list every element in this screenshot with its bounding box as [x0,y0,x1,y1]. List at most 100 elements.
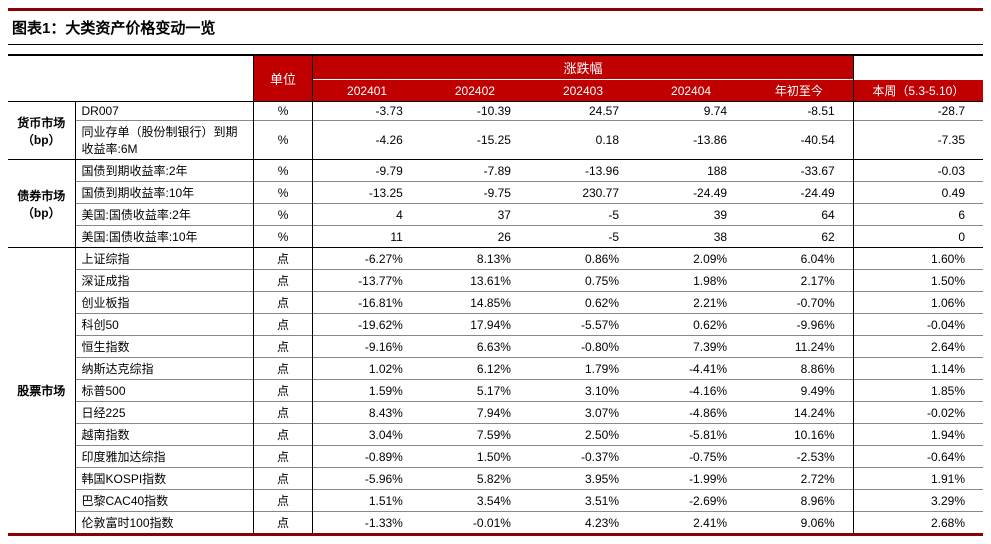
table-row: 货币市场（bp）DR007%-3.73-10.3924.579.74-8.51-… [8,102,983,121]
data-cell: -9.16% [313,336,421,358]
row-label: 韩国KOSPI指数 [75,468,253,490]
data-cell: -4.16% [637,380,745,402]
data-cell: -5.57% [529,314,637,336]
row-unit: % [253,160,312,182]
row-label: 国债到期收益率:10年 [75,182,253,204]
header-row-2: 202401 202402 202403 202404 年初至今 本周（5.3-… [8,80,983,102]
data-cell: 188 [637,160,745,182]
row-unit: % [253,102,312,121]
row-unit: % [253,121,312,160]
row-label: 伦敦富时100指数 [75,512,253,534]
col-week-header: 本周（5.3-5.10） [853,80,983,102]
row-unit: 点 [253,424,312,446]
data-cell: -24.49 [637,182,745,204]
data-cell: 2.68% [853,512,983,534]
data-cell: 8.43% [313,402,421,424]
data-cell: 0.62% [529,292,637,314]
data-cell: 6 [853,204,983,226]
data-cell: 1.06% [853,292,983,314]
data-cell: -28.7 [853,102,983,121]
data-cell: 11.24% [745,336,853,358]
table-row: 伦敦富时100指数点-1.33%-0.01%4.23%2.41%9.06%2.6… [8,512,983,534]
table-row: 深证成指点-13.77%13.61%0.75%1.98%2.17%1.50% [8,270,983,292]
data-cell: -3.73 [313,102,421,121]
row-label: 越南指数 [75,424,253,446]
row-label: 创业板指 [75,292,253,314]
data-cell: 64 [745,204,853,226]
row-unit: 点 [253,446,312,468]
data-cell: -6.27% [313,248,421,270]
data-cell: -9.75 [421,182,529,204]
data-cell: 1.79% [529,358,637,380]
row-label: 巴黎CAC40指数 [75,490,253,512]
data-cell: 3.95% [529,468,637,490]
table-row: 创业板指点-16.81%14.85%0.62%2.21%-0.70%1.06% [8,292,983,314]
table-row: 同业存单（股份制银行）到期收益率:6M%-4.26-15.250.18-13.8… [8,121,983,160]
row-unit: 点 [253,468,312,490]
row-unit: 点 [253,512,312,534]
data-cell: 1.85% [853,380,983,402]
row-label: 美国:国债收益率:10年 [75,226,253,248]
table-row: 韩国KOSPI指数点-5.96%5.82%3.95%-1.99%2.72%1.9… [8,468,983,490]
data-cell: 1.91% [853,468,983,490]
data-cell: -7.35 [853,121,983,160]
data-cell: 2.72% [745,468,853,490]
row-unit: % [253,226,312,248]
row-unit: % [253,204,312,226]
row-unit: % [253,182,312,204]
data-cell: -5.81% [637,424,745,446]
table-row: 标普500点1.59%5.17%3.10%-4.16%9.49%1.85% [8,380,983,402]
data-cell: 3.29% [853,490,983,512]
data-cell: 3.54% [421,490,529,512]
data-cell: -5 [529,226,637,248]
col-period-3: 202404 [637,80,745,102]
data-cell: -0.80% [529,336,637,358]
data-cell: 39 [637,204,745,226]
col-change-header: 涨跌幅 [313,55,853,80]
data-cell: 5.17% [421,380,529,402]
table-row: 美国:国债收益率:2年%437-539646 [8,204,983,226]
table-row: 国债到期收益率:10年%-13.25-9.75230.77-24.49-24.4… [8,182,983,204]
data-cell: 2.41% [637,512,745,534]
chart-panel: 图表1：大类资产价格变动一览 单位 涨跌幅 [8,8,983,536]
data-cell: 3.51% [529,490,637,512]
table-row: 纳斯达克综指点1.02%6.12%1.79%-4.41%8.86%1.14% [8,358,983,380]
row-label: 同业存单（股份制银行）到期收益率:6M [75,121,253,160]
data-cell: -0.03 [853,160,983,182]
row-unit: 点 [253,314,312,336]
col-unit-header: 单位 [253,55,312,102]
row-unit: 点 [253,292,312,314]
data-cell: -0.64% [853,446,983,468]
data-cell: -0.75% [637,446,745,468]
data-cell: -0.70% [745,292,853,314]
chart-title: 图表1：大类资产价格变动一览 [12,20,215,37]
data-cell: -1.99% [637,468,745,490]
data-cell: 230.77 [529,182,637,204]
data-cell: 1.51% [313,490,421,512]
data-cell: 0.62% [637,314,745,336]
data-cell: 10.16% [745,424,853,446]
row-label: 印度雅加达综指 [75,446,253,468]
table-row: 债券市场（bp）国债到期收益率:2年%-9.79-7.89-13.96188-3… [8,160,983,182]
row-unit: 点 [253,336,312,358]
row-label: 科创50 [75,314,253,336]
table-row: 印度雅加达综指点-0.89%1.50%-0.37%-0.75%-2.53%-0.… [8,446,983,468]
data-cell: -9.79 [313,160,421,182]
data-cell: -4.86% [637,402,745,424]
data-cell: -0.04% [853,314,983,336]
data-cell: -13.86 [637,121,745,160]
data-cell: -2.53% [745,446,853,468]
data-cell: -7.89 [421,160,529,182]
data-cell: -16.81% [313,292,421,314]
data-cell: -8.51 [745,102,853,121]
data-cell: 9.06% [745,512,853,534]
data-cell: 2.50% [529,424,637,446]
title-row: 图表1：大类资产价格变动一览 [8,11,983,45]
row-unit: 点 [253,490,312,512]
data-cell: 26 [421,226,529,248]
data-cell: 0.86% [529,248,637,270]
row-label: 恒生指数 [75,336,253,358]
data-cell: 1.02% [313,358,421,380]
data-cell: -4.26 [313,121,421,160]
col-period-0: 202401 [313,80,421,102]
